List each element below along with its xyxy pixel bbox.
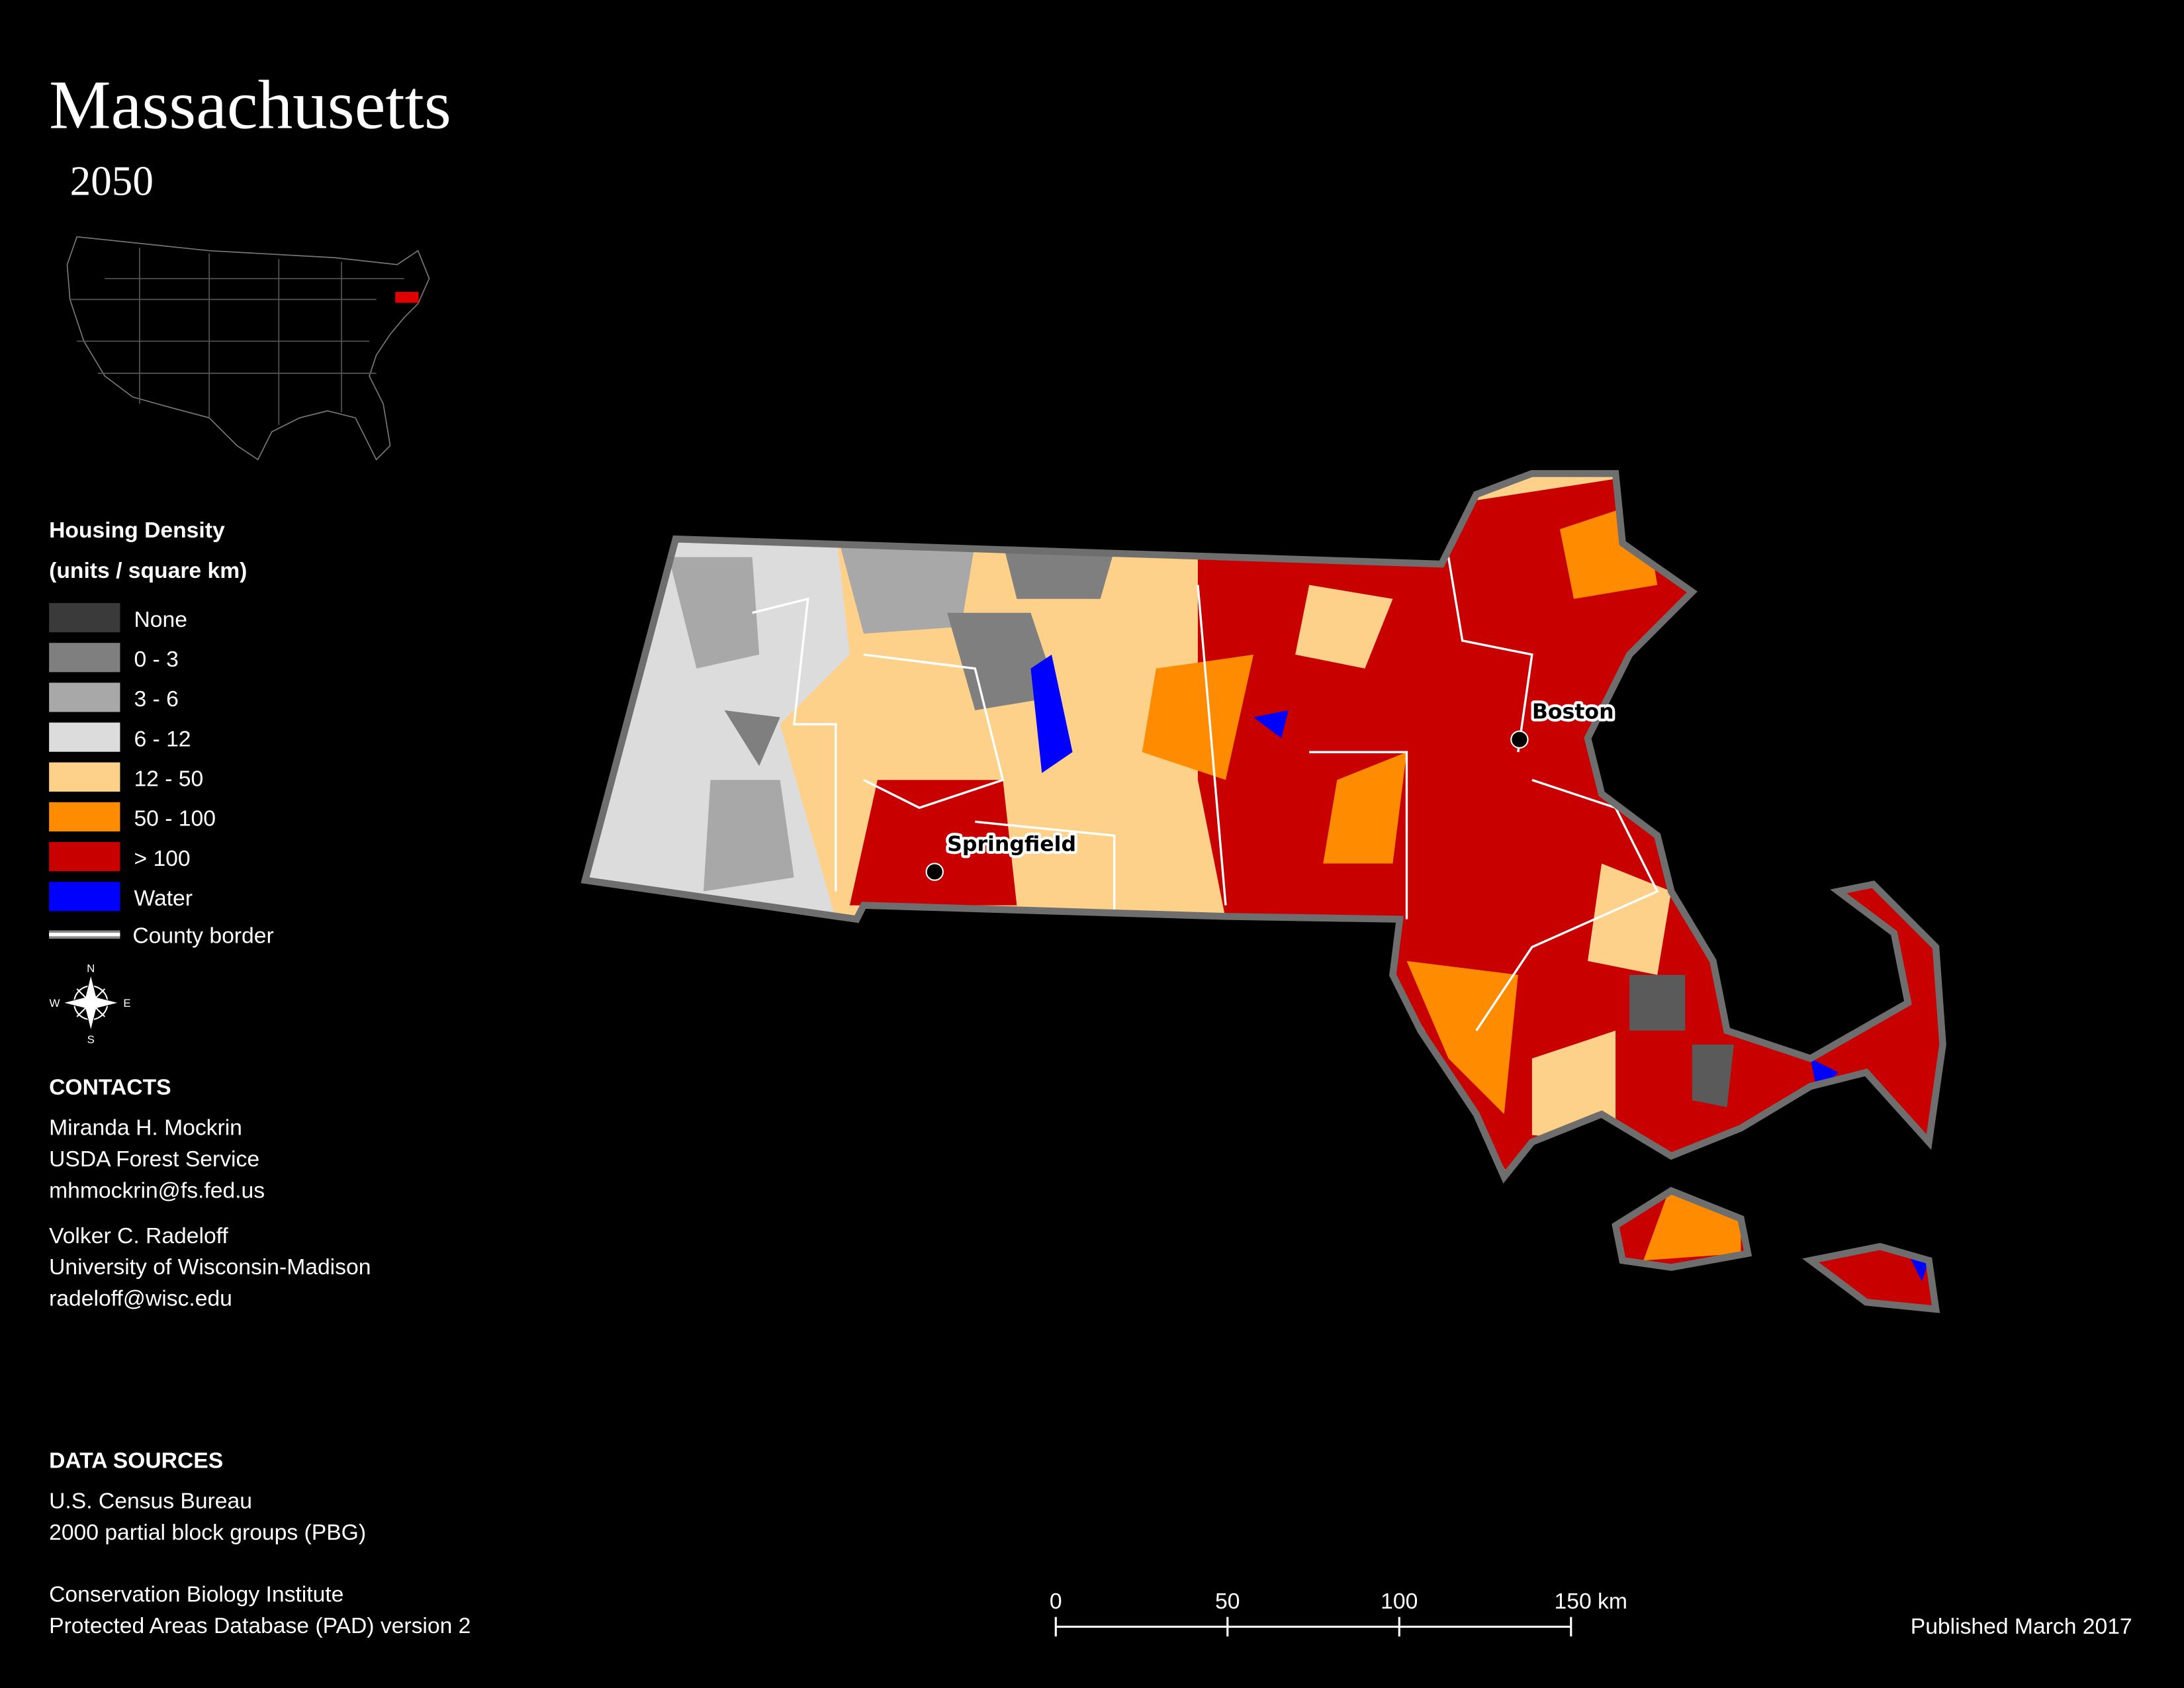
legend-swatch <box>49 643 120 673</box>
legend-swatch <box>49 842 120 872</box>
contact-line: radeloff@wisc.edu <box>49 1286 232 1311</box>
legend-label: 3 - 6 <box>134 687 178 712</box>
city-label: Springfield <box>947 833 1076 857</box>
legend-label: 50 - 100 <box>134 807 216 831</box>
title: Massachusetts <box>49 66 451 144</box>
compass-n: N <box>87 962 95 975</box>
legend-swatch <box>49 802 120 832</box>
legend-label: County border <box>132 923 273 948</box>
legend: None 0 - 3 3 - 6 6 - 12 12 - 50 50 - 100 > 100… <box>49 603 216 912</box>
published: Published March 2017 <box>1911 1615 2132 1639</box>
scale-label: 0 <box>1050 1589 1062 1614</box>
sources: U.S. Census Bureau 2000 partial block gro… <box>49 1489 471 1638</box>
compass-e: E <box>123 997 130 1009</box>
sources-heading: DATA SOURCES <box>49 1449 223 1474</box>
contacts: Miranda H. Mockrin USDA Forest Service mhm… <box>49 1116 371 1311</box>
legend-label: 6 - 12 <box>134 727 191 751</box>
legend-swatch <box>49 603 120 633</box>
city-label: Boston <box>1532 700 1614 724</box>
legend-title: Housing Density <box>49 518 225 543</box>
contact-line: mhmockrin@fs.fed.us <box>49 1178 265 1203</box>
contact-line: Volker C. Radeloff <box>49 1224 228 1248</box>
legend-label: > 100 <box>134 847 190 871</box>
legend-label: 12 - 50 <box>134 767 203 791</box>
contacts-heading: CONTACTS <box>49 1076 171 1100</box>
scale-bar: 0 50 100 150 km <box>1050 1589 1627 1637</box>
legend-label: Water <box>134 886 193 911</box>
legend-units: (units / square km) <box>49 559 247 583</box>
compass: N E S W <box>50 962 131 1046</box>
contact-line: Miranda H. Mockrin <box>49 1116 242 1141</box>
contact-line: USDA Forest Service <box>49 1147 259 1172</box>
legend-swatch <box>49 882 120 912</box>
legend-swatch <box>49 762 120 792</box>
scale-label: 50 <box>1215 1589 1240 1614</box>
subtitle: 2050 <box>70 158 154 205</box>
scale-label: 150 km <box>1555 1589 1627 1614</box>
scale-label: 100 <box>1381 1589 1418 1614</box>
source-line: Protected Areas Database (PAD) version 2 <box>49 1614 471 1638</box>
legend-swatch <box>49 722 120 752</box>
legend-label: None <box>134 608 187 632</box>
city-marker <box>1510 730 1529 749</box>
source-line: Conservation Biology Institute <box>49 1583 343 1607</box>
compass-s: S <box>87 1033 95 1046</box>
us-inset <box>66 236 430 461</box>
legend-label: 0 - 3 <box>134 647 178 672</box>
contact-line: University of Wisconsin-Madison <box>49 1255 371 1280</box>
source-line: U.S. Census Bureau <box>49 1489 252 1514</box>
city-marker <box>925 863 944 881</box>
source-line: 2000 partial block groups (PBG) <box>49 1521 366 1545</box>
legend-swatch <box>49 682 120 712</box>
compass-w: W <box>50 997 60 1009</box>
